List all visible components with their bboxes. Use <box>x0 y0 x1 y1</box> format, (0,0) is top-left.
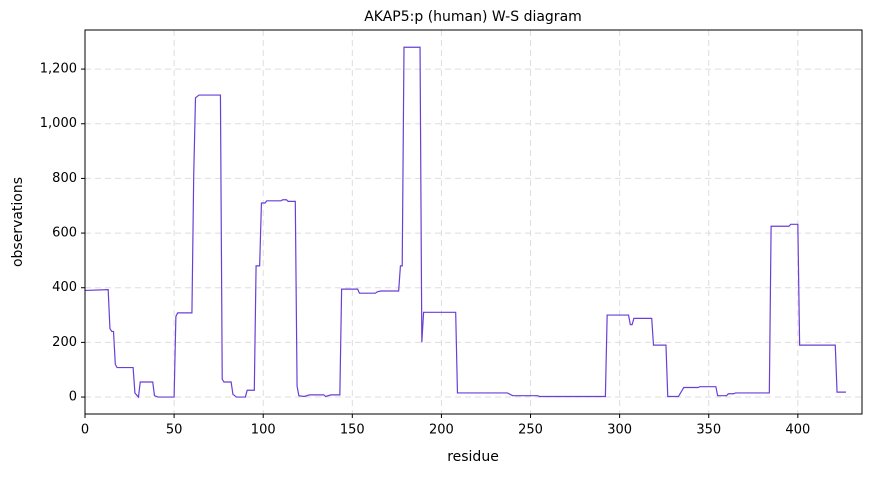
plot-frame <box>84 29 863 415</box>
x-tick-label: 100 <box>251 423 276 438</box>
x-tick-label: 0 <box>81 423 89 438</box>
x-tick-label: 200 <box>429 423 454 438</box>
x-tick-label: 250 <box>518 423 543 438</box>
y-tick-label: 600 <box>52 226 77 241</box>
y-axis-label: observations <box>10 177 26 267</box>
y-tick-label: 1,000 <box>40 116 77 131</box>
y-tick-label: 200 <box>52 335 77 350</box>
y-tick-label: 800 <box>52 171 77 186</box>
y-tick-label: 400 <box>52 280 77 295</box>
x-tick-label: 50 <box>166 423 183 438</box>
data-line <box>84 46 846 399</box>
y-tick-label: 1,200 <box>40 62 77 77</box>
x-tick-label: 300 <box>607 423 632 438</box>
x-tick-label: 400 <box>785 423 810 438</box>
chart-title: AKAP5:p (human) W-S diagram <box>364 9 582 25</box>
y-tick-label: 0 <box>69 390 77 405</box>
x-tick-label: 150 <box>340 423 365 438</box>
x-axis-label: residue <box>447 449 499 465</box>
x-tick-label: 350 <box>696 423 721 438</box>
